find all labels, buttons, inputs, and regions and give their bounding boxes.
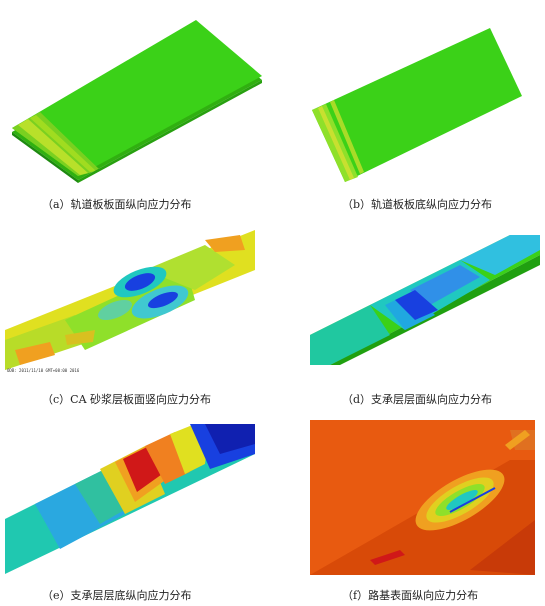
caption-f: （f）路基表面纵向应力分布 — [342, 589, 479, 602]
panel-f-image — [310, 420, 535, 575]
panel-c-image: ODB: 2011/11/10 GMT+08:00 2016 — [5, 230, 255, 375]
caption-d: （d）支承层层面纵向应力分布 — [342, 393, 493, 406]
panel-a-image — [0, 0, 272, 195]
panel-b-image — [300, 20, 530, 190]
caption-c: （c）CA 砂浆层板面竖向应力分布 — [42, 393, 212, 406]
stamp-c: ODB: 2011/11/10 GMT+08:00 2016 — [7, 368, 80, 373]
caption-b: （b）轨道板板底纵向应力分布 — [342, 198, 493, 211]
caption-a: （a）轨道板板面纵向应力分布 — [42, 198, 192, 211]
panel-d-image — [310, 235, 540, 365]
panel-e-image — [5, 424, 255, 574]
caption-e: （e）支承层层底纵向应力分布 — [42, 589, 192, 602]
